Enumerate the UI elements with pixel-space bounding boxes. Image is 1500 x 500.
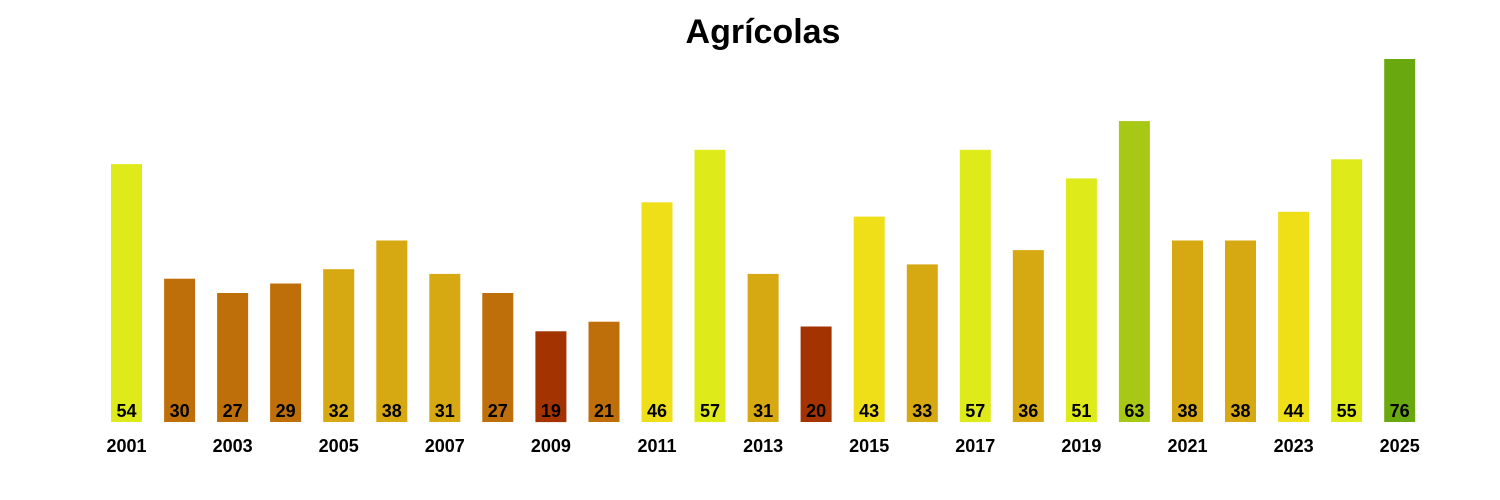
bar-value-label: 36 bbox=[1018, 401, 1038, 421]
bar-2013 bbox=[747, 273, 779, 422]
x-tick-label: 2023 bbox=[1274, 436, 1314, 456]
bar-value-label: 30 bbox=[170, 401, 190, 421]
bar-2015 bbox=[853, 216, 885, 422]
x-tick-label: 2017 bbox=[955, 436, 995, 456]
bar-value-label: 32 bbox=[329, 401, 349, 421]
x-tick-label: 2007 bbox=[425, 436, 465, 456]
bar-value-label: 43 bbox=[859, 401, 879, 421]
x-tick-label: 2013 bbox=[743, 436, 783, 456]
x-tick-label: 2001 bbox=[106, 436, 146, 456]
bar-value-label: 63 bbox=[1124, 401, 1144, 421]
bar-value-label: 76 bbox=[1390, 401, 1410, 421]
bar-2005 bbox=[323, 269, 355, 422]
bar-2006 bbox=[376, 240, 408, 422]
bar-2010 bbox=[588, 321, 620, 422]
bar-value-label: 46 bbox=[647, 401, 667, 421]
x-axis-ticks: 2001 2003 2005 2007 2009 2011 2013 2015 2017 2019… bbox=[106, 436, 1419, 456]
x-tick-label: 2009 bbox=[531, 436, 571, 456]
bar-2004 bbox=[270, 283, 302, 422]
x-tick-label: 2025 bbox=[1380, 436, 1420, 456]
bars-group bbox=[111, 59, 1416, 423]
bar-2014 bbox=[800, 326, 832, 422]
bar-2012 bbox=[694, 149, 726, 423]
x-tick-label: 2003 bbox=[213, 436, 253, 456]
bar-2003 bbox=[217, 293, 249, 422]
bar-value-label: 38 bbox=[1177, 401, 1197, 421]
bar-2018 bbox=[1012, 250, 1044, 422]
chart-title: Agrícolas bbox=[686, 13, 841, 51]
bar-value-label: 21 bbox=[594, 401, 614, 421]
bar-value-label: 33 bbox=[912, 401, 932, 421]
bar-value-label: 20 bbox=[806, 401, 826, 421]
bar-2025 bbox=[1384, 59, 1416, 422]
bar-value-label: 54 bbox=[116, 401, 136, 421]
x-tick-label: 2021 bbox=[1167, 436, 1207, 456]
bar-value-label: 57 bbox=[700, 401, 720, 421]
bar-value-label: 27 bbox=[223, 401, 243, 421]
bar-value-label: 57 bbox=[965, 401, 985, 421]
bar-2023 bbox=[1278, 211, 1310, 422]
bar-value-label: 55 bbox=[1337, 401, 1357, 421]
bar-value-label: 29 bbox=[276, 401, 296, 421]
bar-2008 bbox=[482, 293, 514, 422]
bar-2021 bbox=[1172, 240, 1203, 422]
bar-labels-group: 54 30 27 29 32 38 31 27 19 21 46 57 31 20 43 33 57 36 51 63… bbox=[116, 401, 1409, 421]
bar-value-label: 51 bbox=[1071, 401, 1091, 421]
bar-value-label: 27 bbox=[488, 401, 508, 421]
bar-2022 bbox=[1225, 240, 1256, 422]
x-tick-label: 2015 bbox=[849, 436, 889, 456]
bar-value-label: 44 bbox=[1284, 401, 1304, 421]
x-tick-label: 2019 bbox=[1061, 436, 1101, 456]
x-tick-label: 2005 bbox=[319, 436, 359, 456]
bar-2001 bbox=[111, 164, 142, 422]
bar-2016 bbox=[906, 264, 938, 422]
bar-2017 bbox=[959, 149, 991, 423]
bar-2011 bbox=[641, 202, 673, 422]
bar-2007 bbox=[429, 273, 461, 422]
bar-2019 bbox=[1065, 178, 1097, 422]
bar-value-label: 31 bbox=[435, 401, 455, 421]
bar-2009 bbox=[535, 331, 567, 423]
bar-value-label: 19 bbox=[541, 401, 561, 421]
x-tick-label: 2011 bbox=[637, 436, 676, 456]
bar-2024 bbox=[1331, 159, 1363, 423]
bar-value-label: 38 bbox=[1230, 401, 1250, 421]
bar-value-label: 31 bbox=[753, 401, 773, 421]
bar-2020 bbox=[1118, 121, 1150, 422]
bar-2002 bbox=[164, 278, 196, 422]
bar-value-label: 38 bbox=[382, 401, 402, 421]
